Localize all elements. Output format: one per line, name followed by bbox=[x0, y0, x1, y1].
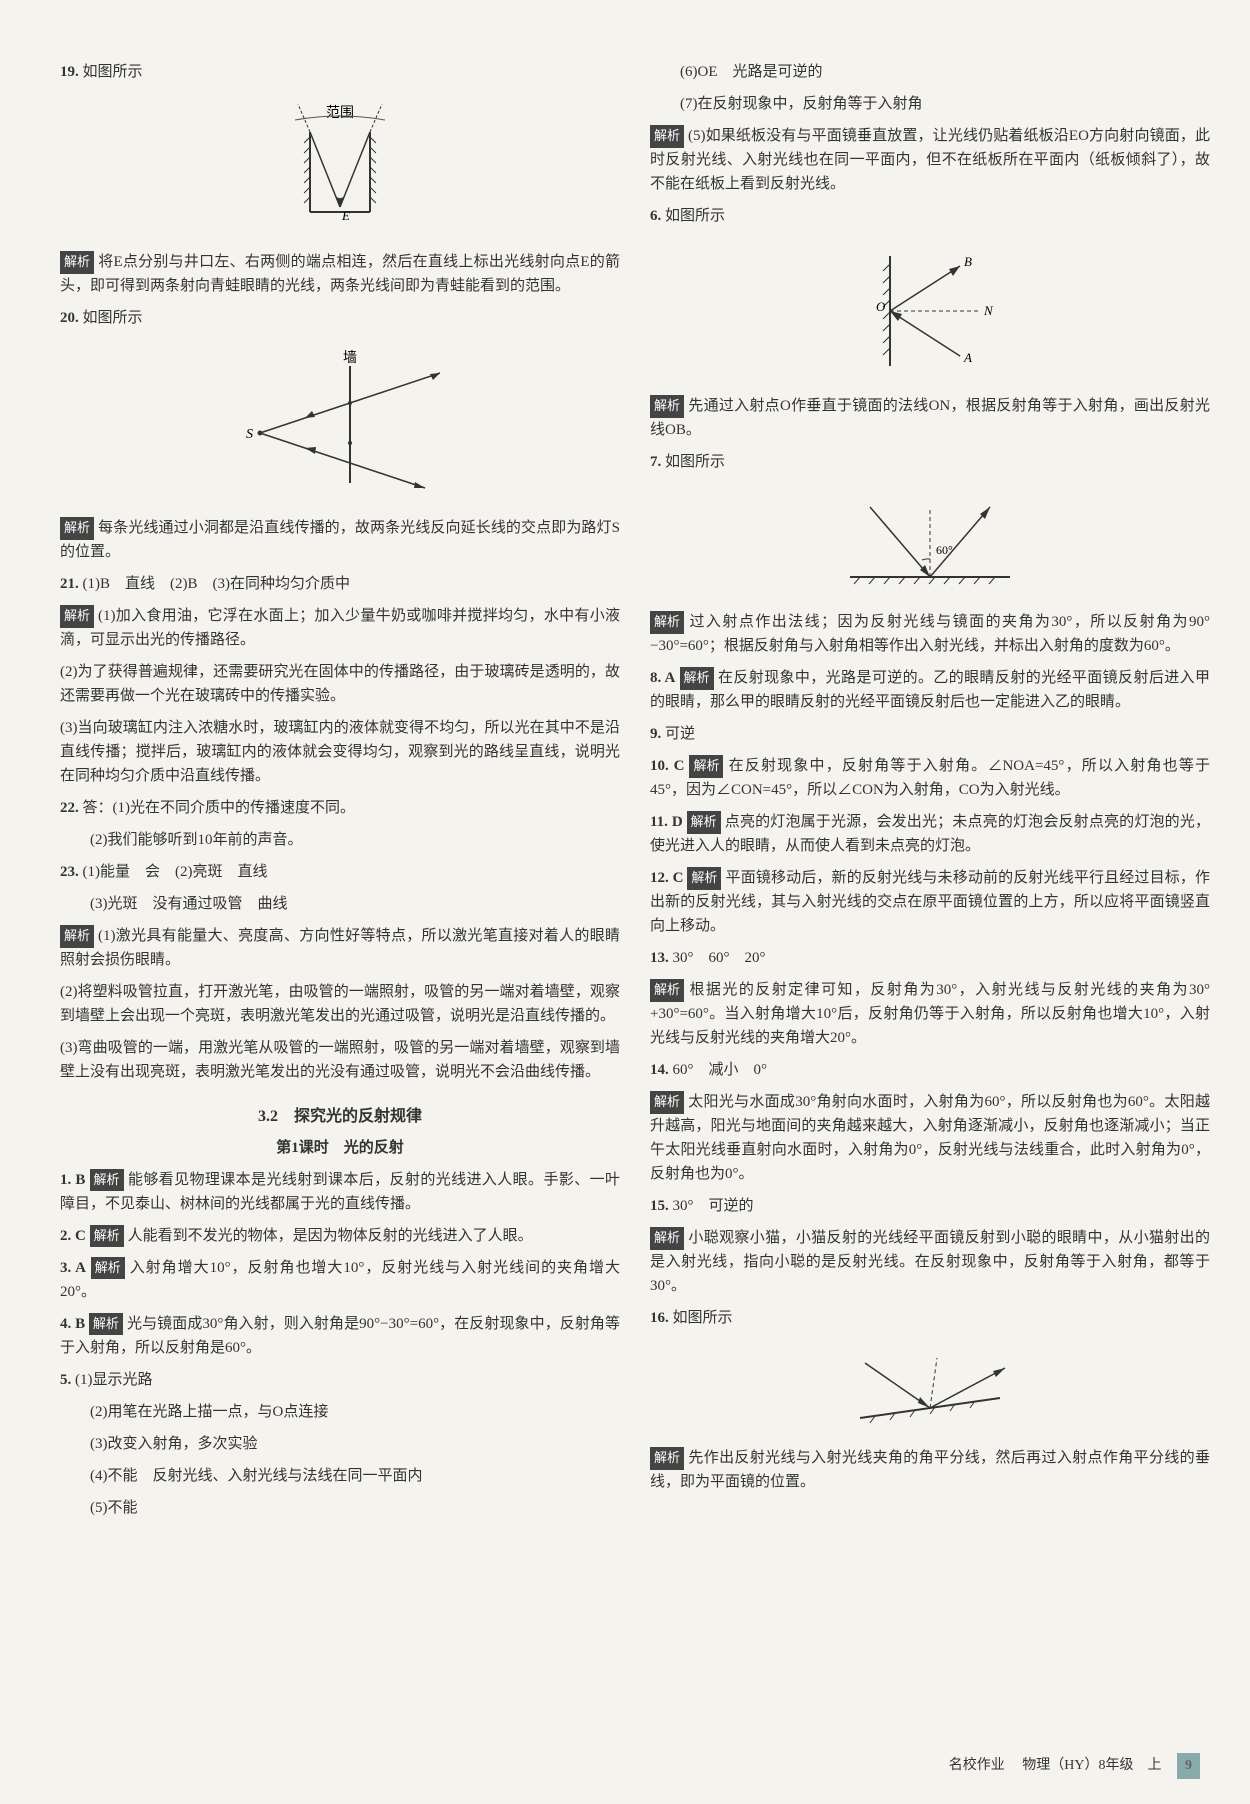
s5: 5. (1)显示光路 bbox=[60, 1368, 620, 1392]
analysis-tag: 解析 bbox=[60, 251, 94, 274]
q20-analysis: 解析每条光线通过小洞都是沿直线传播的，故两条光线反向延长线的交点即为路灯S的位置… bbox=[60, 516, 620, 564]
q7-diagram: 60° bbox=[650, 492, 1210, 600]
page-number: 9 bbox=[1177, 1753, 1200, 1779]
q16: 16. 如图所示 bbox=[650, 1306, 1210, 1330]
q20-title: 如图所示 bbox=[83, 310, 143, 326]
svg-text:O: O bbox=[876, 299, 886, 314]
q19-title: 如图所示 bbox=[83, 64, 143, 80]
s5-p2: (2)用笔在光路上描一点，与O点连接 bbox=[60, 1400, 620, 1424]
q23-a2: (2)将塑料吸管拉直，打开激光笔，由吸管的一端照射，吸管的另一端对着墙壁，观察到… bbox=[60, 980, 620, 1028]
svg-text:B: B bbox=[964, 254, 972, 269]
q19-analysis-text: 将E点分别与井口左、右两侧的端点相连，然后在直线上标出光线射向点E的箭头，即可得… bbox=[60, 254, 620, 294]
q14-analysis: 解析太阳光与水面成30°角射向水面时，入射角为60°，所以反射角也为60°。太阳… bbox=[650, 1090, 1210, 1186]
left-column: 19. 如图所示 范围 E 解析将E点分别与井口左、右两侧的 bbox=[60, 60, 620, 1774]
q16-diagram bbox=[650, 1348, 1210, 1436]
q22-num: 22. bbox=[60, 800, 79, 816]
q22-a2: (2)我们能够听到10年前的声音。 bbox=[60, 828, 620, 852]
s5-p5: (5)不能 bbox=[60, 1496, 620, 1520]
label-wall: 墙 bbox=[343, 350, 357, 366]
s5-p4: (4)不能 反射光线、入射光线与法线在同一平面内 bbox=[60, 1464, 620, 1488]
q9: 9. 可逆 bbox=[650, 722, 1210, 746]
footer-book: 名校作业 bbox=[949, 1758, 1005, 1773]
s3: 3. A 解析入射角增大10°，反射角也增大10°，反射光线与入射光线间的夹角增… bbox=[60, 1256, 620, 1304]
q23-num: 23. bbox=[60, 864, 79, 880]
q21-num: 21. bbox=[60, 576, 79, 592]
s4: 4. B 解析光与镜面成30°角入射，则入射角是90°−30°=60°，在反射现… bbox=[60, 1312, 620, 1360]
q11: 11. D 解析点亮的灯泡属于光源，会发出光；未点亮的灯泡会反射点亮的灯泡的光，… bbox=[650, 810, 1210, 858]
q6-analysis: 解析先通过入射点O作垂直于镜面的法线ON，根据反射角等于入射角，画出反射光线OB… bbox=[650, 394, 1210, 442]
q22: 22. 答：(1)光在不同介质中的传播速度不同。 bbox=[60, 796, 620, 820]
q19-analysis: 解析将E点分别与井口左、右两侧的端点相连，然后在直线上标出光线射向点E的箭头，即… bbox=[60, 250, 620, 298]
q13: 13. 30° 60° 20° bbox=[650, 946, 1210, 970]
svg-text:N: N bbox=[983, 303, 994, 318]
q14: 14. 60° 减小 0° bbox=[650, 1058, 1210, 1082]
s5-p6: (6)OE 光路是可逆的 bbox=[650, 60, 1210, 84]
analysis-tag: 解析 bbox=[60, 517, 94, 540]
q15: 15. 30° 可逆的 bbox=[650, 1194, 1210, 1218]
label-E: E bbox=[341, 208, 350, 223]
q21-a2: (2)为了获得普遍规律，还需要研究光在固体中的传播路径，由于玻璃砖是透明的，故还… bbox=[60, 660, 620, 708]
q19-num: 19. bbox=[60, 64, 79, 80]
q21-a3: (3)当向玻璃缸内注入浓糖水时，玻璃缸内的液体就变得不均匀，所以光在其中不是沿直… bbox=[60, 716, 620, 788]
analysis-tag: 解析 bbox=[60, 925, 94, 948]
q15-analysis: 解析小聪观察小猫，小猫反射的光线经平面镜反射到小聪的眼睛中，从小猫射出的是入射光… bbox=[650, 1226, 1210, 1298]
svg-text:A: A bbox=[963, 350, 972, 365]
s5-p3: (3)改变入射角，多次实验 bbox=[60, 1432, 620, 1456]
lesson-title: 第1课时 光的反射 bbox=[60, 1136, 620, 1160]
q12: 12. C 解析平面镜移动后，新的反射光线与未移动前的反射光线平行且经过目标，作… bbox=[650, 866, 1210, 938]
label-range: 范围 bbox=[326, 104, 354, 121]
q16-analysis: 解析先作出反射光线与入射光线夹角的角平分线，然后再过入射点作角平分线的垂线，即为… bbox=[650, 1446, 1210, 1494]
q10: 10. C 解析在反射现象中，反射角等于入射角。∠NOA=45°，所以入射角也等… bbox=[650, 754, 1210, 802]
page-footer: 名校作业 物理（HY）8年级 上 9 bbox=[949, 1753, 1200, 1779]
q19-diagram: 范围 E bbox=[60, 102, 620, 240]
q20-num: 20. bbox=[60, 310, 79, 326]
right-column: (6)OE 光路是可逆的 (7)在反射现象中，反射角等于入射角 解析(5)如果纸… bbox=[650, 60, 1210, 1774]
page-layout: 19. 如图所示 范围 E 解析将E点分别与井口左、右两侧的 bbox=[60, 60, 1210, 1774]
q20-diagram: 墙 S bbox=[60, 348, 620, 506]
q6-diagram: B N A O bbox=[650, 246, 1210, 384]
s5-p7: (7)在反射现象中，反射角等于入射角 bbox=[650, 92, 1210, 116]
q20: 20. 如图所示 bbox=[60, 306, 620, 330]
q13-analysis: 解析根据光的反射定律可知，反射角为30°，入射光线与反射光线的夹角为30°+30… bbox=[650, 978, 1210, 1050]
q22-a1: 答：(1)光在不同介质中的传播速度不同。 bbox=[83, 800, 356, 816]
s5-a5: 解析(5)如果纸板没有与平面镜垂直放置，让光线仍贴着纸板沿EO方向射向镜面，此时… bbox=[650, 124, 1210, 196]
q7: 7. 如图所示 bbox=[650, 450, 1210, 474]
q21: 21. (1)B 直线 (2)B (3)在同种均匀介质中 bbox=[60, 572, 620, 596]
q23-parts2: (3)光斑 没有通过吸管 曲线 bbox=[60, 892, 620, 916]
q23-parts: (1)能量 会 (2)亮斑 直线 bbox=[83, 864, 268, 880]
q23: 23. (1)能量 会 (2)亮斑 直线 bbox=[60, 860, 620, 884]
s1: 1. B 解析能够看见物理课本是光线射到课本后，反射的光线进入人眼。手影、一叶障… bbox=[60, 1168, 620, 1216]
footer-subject: 物理（HY）8年级 上 bbox=[1022, 1758, 1161, 1773]
q23-a1: 解析(1)激光具有能量大、亮度高、方向性好等特点，所以激光笔直接对着人的眼睛照射… bbox=[60, 924, 620, 972]
svg-text:60°: 60° bbox=[936, 543, 953, 557]
label-S: S bbox=[246, 427, 253, 442]
q8: 8. A 解析在反射现象中，光路是可逆的。乙的眼睛反射的光经平面镜反射后进入甲的… bbox=[650, 666, 1210, 714]
q6: 6. 如图所示 bbox=[650, 204, 1210, 228]
q21-parts: (1)B 直线 (2)B (3)在同种均匀介质中 bbox=[83, 576, 350, 592]
q7-analysis: 解析过入射点作出法线；因为反射光线与镜面的夹角为30°，所以反射角为90°−30… bbox=[650, 610, 1210, 658]
q23-a3: (3)弯曲吸管的一端，用激光笔从吸管的一端照射，吸管的另一端对着墙壁，观察到墙壁… bbox=[60, 1036, 620, 1084]
q19: 19. 如图所示 bbox=[60, 60, 620, 84]
q20-analysis-text: 每条光线通过小洞都是沿直线传播的，故两条光线反向延长线的交点即为路灯S的位置。 bbox=[60, 520, 620, 560]
section-title: 3.2 探究光的反射规律 bbox=[60, 1104, 620, 1130]
s2: 2. C 解析人能看到不发光的物体，是因为物体反射的光线进入了人眼。 bbox=[60, 1224, 620, 1248]
q21-a1: 解析(1)加入食用油，它浮在水面上；加入少量牛奶或咖啡并搅拌均匀，水中有小液滴，… bbox=[60, 604, 620, 652]
analysis-tag: 解析 bbox=[60, 605, 94, 628]
